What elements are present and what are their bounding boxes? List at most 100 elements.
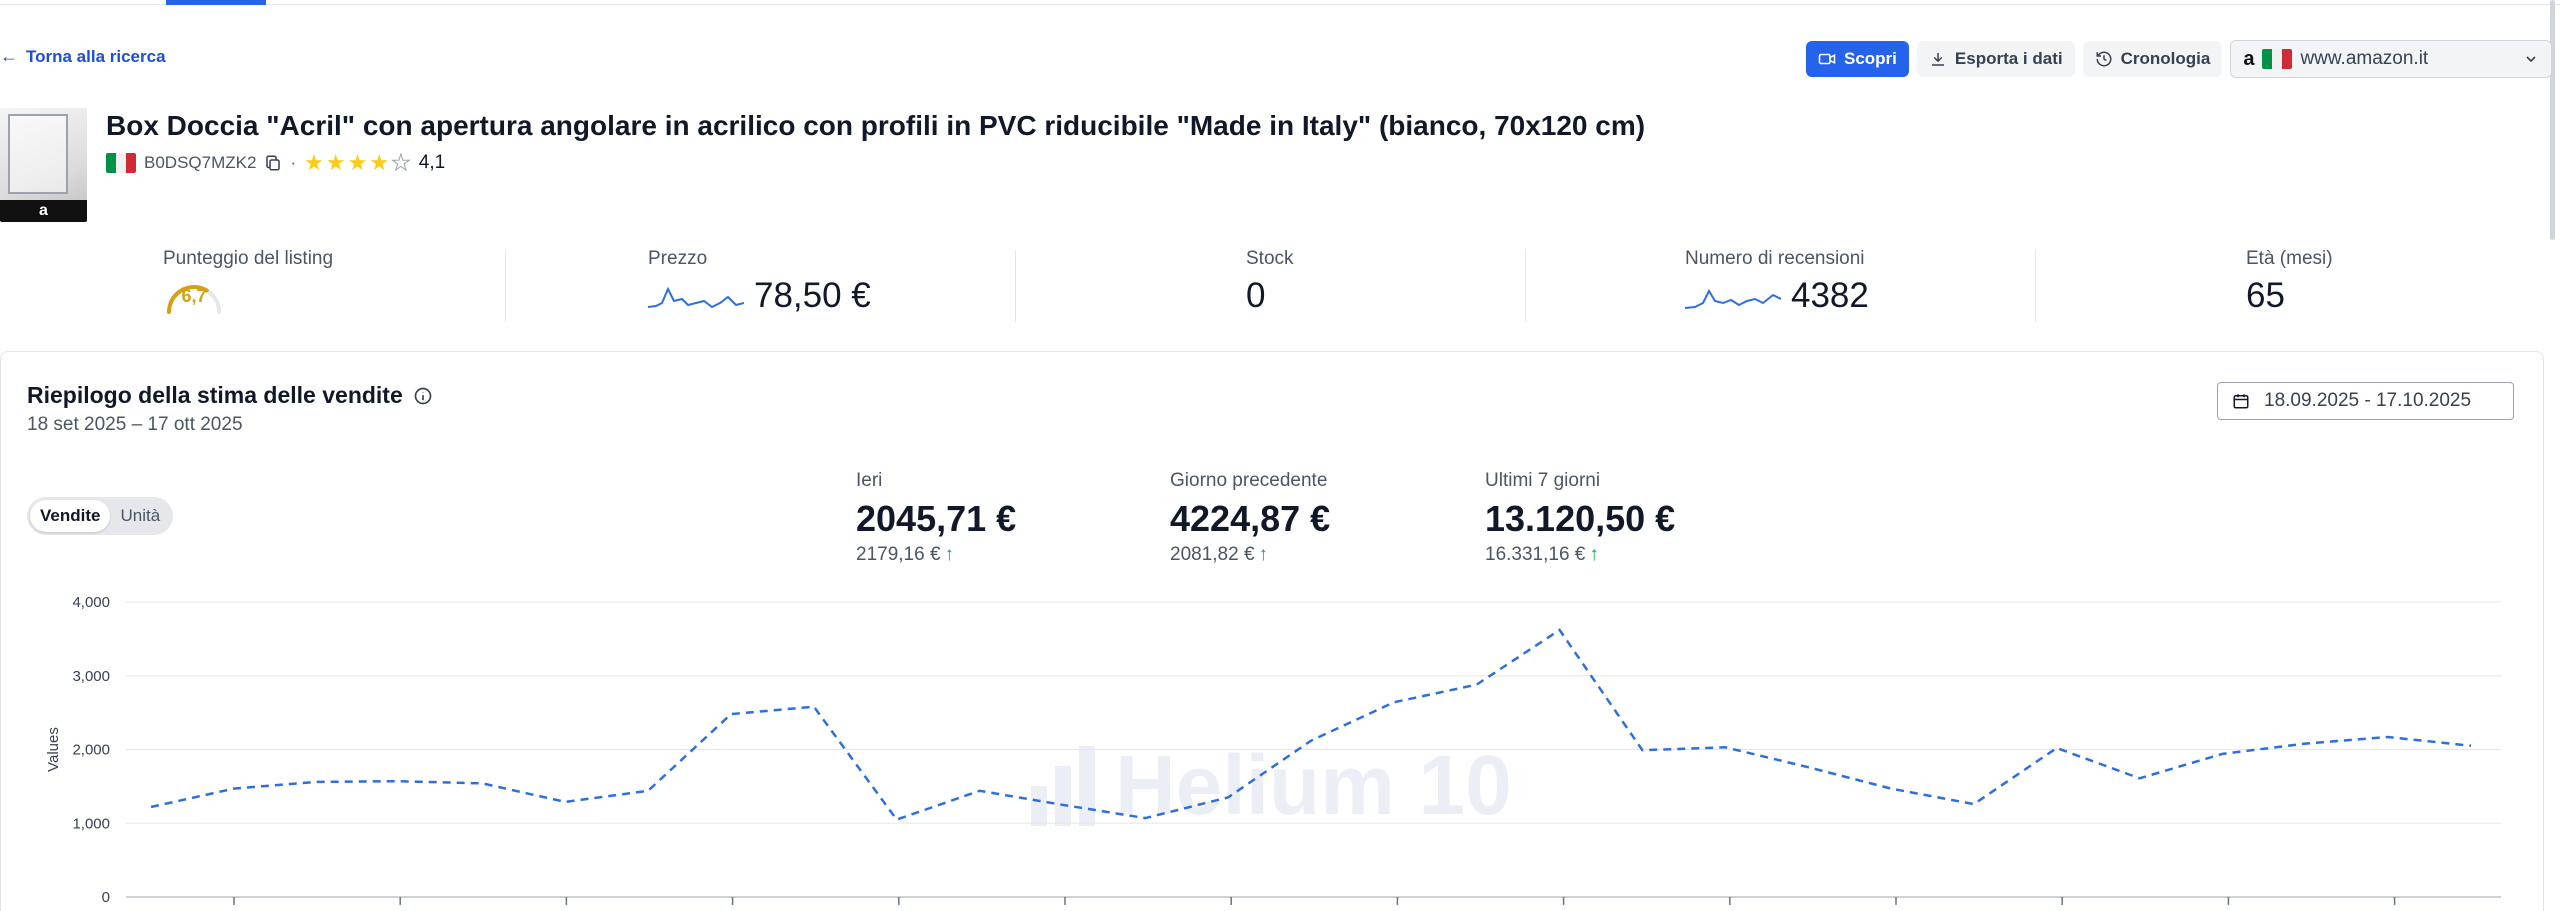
data-point [398, 779, 402, 783]
sales-units-toggle: Vendite Unità [27, 497, 174, 535]
back-link-label: Torna alla ricerca [26, 46, 166, 66]
y-tick-label: 2,000 [72, 742, 110, 759]
listing-score-metric: Punteggio del listing 6,7 [163, 248, 333, 324]
data-point [1889, 787, 1893, 791]
data-point [1309, 739, 1313, 743]
data-point [2386, 735, 2390, 739]
data-point [729, 712, 733, 716]
sales-summary-title-text: Riepilogo della stima delle vendite [27, 382, 403, 408]
data-point [1143, 816, 1147, 820]
toolbar: Scopri Esporta i dati Cronologia a www.a… [1806, 40, 2553, 78]
shower-box-image [8, 114, 68, 194]
data-point [2055, 746, 2059, 750]
export-data-button[interactable]: Esporta i dati [1916, 41, 2075, 77]
video-camera-icon [1818, 53, 1836, 65]
kpi-value: 13.120,50 € [1485, 498, 1676, 539]
scrollbar-thumb[interactable] [2550, 0, 2555, 240]
data-point [1806, 765, 1810, 769]
data-point [812, 705, 816, 709]
data-point [149, 805, 153, 809]
star-empty-icon: ★ [391, 150, 412, 175]
chevron-down-icon [2526, 56, 2536, 63]
y-tick-label: 4,000 [72, 594, 110, 611]
back-to-search-link[interactable]: ← Torna alla ricerca [0, 46, 166, 67]
data-point [2469, 744, 2473, 748]
data-point [232, 787, 236, 791]
arrow-up-icon: ↑ [1589, 544, 1599, 565]
copy-icon[interactable] [264, 154, 282, 172]
sales-series-line [150, 628, 2472, 822]
info-icon[interactable] [413, 386, 433, 406]
star-filled-icon: ★ [304, 150, 324, 175]
star-filled-icon: ★ [369, 150, 390, 175]
data-point [315, 780, 319, 784]
stock-label: Stock [1246, 248, 1294, 269]
kpi-previous-day: Giorno precedente 4224,87 € 2081,82 € ↑ [1170, 470, 1330, 566]
data-point [480, 781, 484, 785]
age-label: Età (mesi) [2246, 248, 2333, 269]
product-meta: B0DSQ7MZK2 · ★ ★ ★ ★ ★ 4,1 [106, 150, 446, 175]
kpi-value: 2045,71 € [856, 498, 1017, 539]
rating-value: 4,1 [418, 152, 446, 173]
data-point [895, 818, 899, 822]
data-point [2138, 776, 2142, 780]
sales-line-chart: 4,000 3,000 2,000 1,000 0 Values [45, 594, 2501, 906]
date-range-value: 18.09.2025 - 17.10.2025 [2264, 390, 2472, 411]
toggle-units[interactable]: Unità [120, 506, 161, 525]
age-value: 65 [2246, 276, 2285, 315]
reviews-metric: Numero di recensioni 4382 [1685, 248, 1869, 324]
metric-divider [2035, 250, 2036, 322]
star-filled-icon: ★ [347, 150, 368, 175]
kpi-previous: 2081,82 € [1170, 544, 1255, 565]
kpi-yesterday: Ieri 2045,71 € 2179,16 € ↑ [856, 470, 1016, 566]
product-image[interactable]: a [0, 108, 87, 222]
y-tick-label: 3,000 [72, 668, 110, 685]
history-icon [2096, 51, 2112, 67]
amazon-badge: a [0, 200, 87, 222]
data-point [2303, 742, 2307, 746]
history-label: Cronologia [2120, 49, 2211, 68]
marketplace-select[interactable]: a www.amazon.it [2230, 40, 2553, 78]
italy-flag-icon [2262, 49, 2293, 69]
listing-score-label: Punteggio del listing [163, 248, 334, 269]
arrow-up-icon: ↑ [944, 544, 955, 565]
toggle-sales[interactable]: Vendite [30, 500, 111, 532]
data-point [646, 789, 650, 793]
y-tick-label: 1,000 [72, 815, 110, 832]
kpi-value: 4224,87 € [1170, 498, 1331, 539]
listing-score-gauge: 6,7 [163, 274, 225, 314]
data-point [1060, 803, 1064, 807]
amazon-logo-icon: a [2243, 47, 2255, 70]
history-button[interactable]: Cronologia [2082, 41, 2223, 77]
data-point [978, 789, 982, 793]
marketplace-value: www.amazon.it [2300, 48, 2429, 69]
reviews-label: Numero di recensioni [1685, 248, 1865, 269]
reviews-sparkline [1685, 288, 1781, 309]
download-icon [1931, 53, 1944, 66]
sales-summary-subtitle: 18 set 2025 – 17 ott 2025 [27, 414, 243, 435]
calendar-icon [2233, 394, 2249, 409]
metric-divider [505, 250, 506, 322]
data-point [1558, 628, 1562, 632]
star-filled-icon: ★ [325, 150, 346, 175]
arrow-left-icon: ← [0, 46, 18, 66]
kpi-last-7-days: Ultimi 7 giorni 13.120,50 € 16.331,16 € ↑ [1485, 470, 1675, 566]
sales-summary-title: Riepilogo della stima delle vendite [27, 382, 433, 409]
data-point [1723, 745, 1727, 749]
data-point [563, 800, 567, 804]
italy-flag-icon [106, 153, 136, 173]
price-metric: Prezzo 78,50 € [648, 248, 871, 324]
discover-button[interactable]: Scopri [1806, 41, 1909, 77]
arrow-up-icon: ↑ [1258, 544, 1269, 565]
active-tab-indicator [166, 0, 266, 5]
rating-stars: ★ ★ ★ ★ ★ [304, 150, 412, 175]
listing-score-value: 6,7 [181, 286, 207, 306]
meta-separator: · [290, 153, 297, 172]
kpi-previous: 2179,16 € [856, 544, 941, 565]
age-metric: Età (mesi) 65 [2246, 248, 2333, 324]
metric-divider [1525, 250, 1526, 322]
metrics-bar: Punteggio del listing 6,7 Prezzo 78,50 €… [0, 248, 2550, 324]
date-range-picker[interactable]: 18.09.2025 - 17.10.2025 [2217, 382, 2514, 420]
asin-code: B0DSQ7MZK2 [144, 153, 257, 172]
data-point [1475, 683, 1479, 687]
